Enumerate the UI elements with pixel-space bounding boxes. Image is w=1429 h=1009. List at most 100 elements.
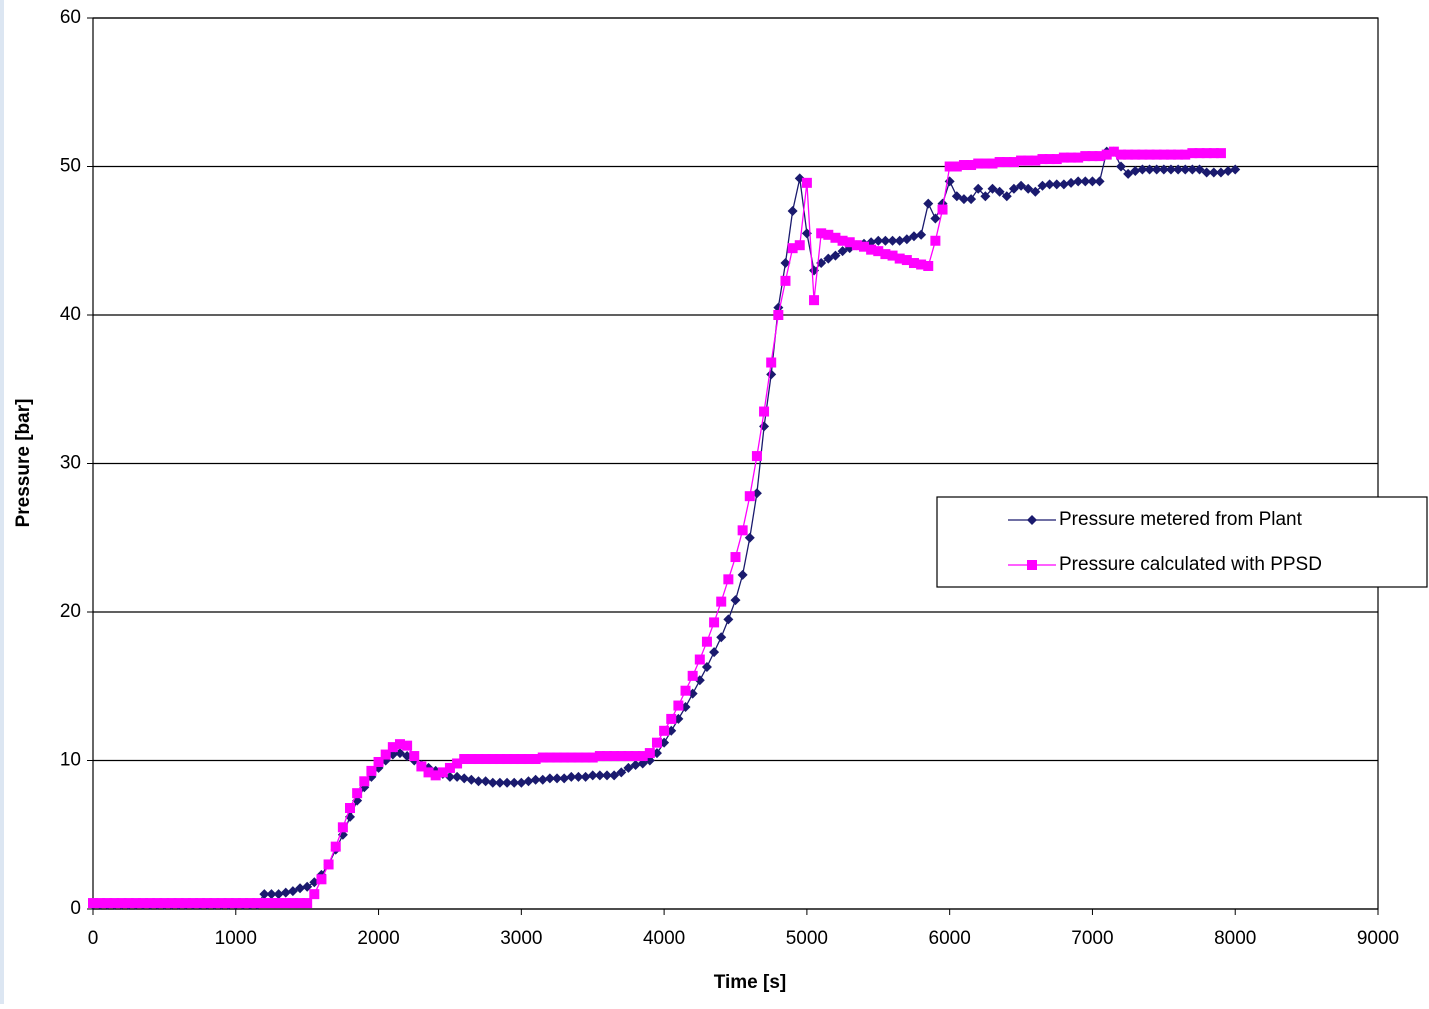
marker [1108,146,1119,157]
marker [152,898,163,909]
marker [851,240,862,251]
marker [273,889,284,900]
marker [145,898,156,909]
marker [394,739,405,750]
marker [88,898,98,909]
marker [444,762,455,773]
marker [259,889,270,900]
y-tick-label: 60 [60,7,81,28]
marker [452,758,463,769]
marker [701,636,712,647]
marker [337,822,348,833]
marker [609,770,620,781]
marker [666,713,677,724]
marker [287,886,298,897]
marker [1137,164,1148,175]
marker [709,617,720,628]
marker [187,898,198,909]
marker [844,237,855,248]
marker [723,574,734,585]
marker [680,685,691,696]
x-tick-label: 7000 [1071,928,1113,949]
y-tick-label: 50 [60,156,81,177]
marker [716,632,727,643]
marker [816,228,827,239]
marker [137,898,148,909]
marker [923,260,934,271]
marker [466,754,477,765]
marker [1066,152,1077,163]
legend: Pressure metered from Plant Pressure calc… [936,496,1428,588]
marker [687,670,698,681]
marker [180,898,191,909]
marker [1144,149,1155,160]
marker [873,235,884,246]
marker [1208,148,1219,159]
marker [980,191,991,202]
marker [516,754,527,765]
marker [1023,155,1034,166]
marker [1223,165,1234,176]
marker [830,250,841,261]
marker [1151,149,1162,160]
marker [1030,155,1041,166]
marker [951,161,962,172]
marker [202,898,213,909]
marker [751,451,762,462]
marker [452,771,463,782]
marker [502,777,513,788]
marker [459,773,470,784]
marker [637,751,648,762]
marker [530,754,541,765]
marker [1201,167,1212,178]
marker [1215,167,1226,178]
marker [409,751,420,762]
y-tick-label: 10 [60,750,81,771]
marker [594,770,605,781]
marker [916,259,927,270]
marker [901,255,912,266]
marker [566,771,577,782]
marker [609,751,620,762]
x-tick-label: 8000 [1214,928,1256,949]
marker [766,357,777,368]
marker [980,158,991,169]
marker [973,183,984,194]
marker [630,751,641,762]
marker [102,898,113,909]
marker [1080,176,1091,187]
marker [166,898,177,909]
marker [944,161,955,172]
marker [951,191,962,202]
marker [1001,157,1012,168]
marker [1051,154,1062,165]
marker [716,596,727,607]
marker [801,177,812,188]
marker [494,754,505,765]
marker [580,771,591,782]
marker [573,771,584,782]
marker [709,647,720,658]
marker [1194,164,1205,175]
marker [966,160,977,171]
marker [430,770,441,781]
marker [987,183,998,194]
marker [273,898,284,909]
marker [509,777,520,788]
marker [480,776,491,787]
marker [380,749,391,760]
legend-box [936,496,1428,588]
marker [923,198,934,209]
marker [908,258,919,269]
marker [280,887,291,898]
marker [387,742,398,753]
marker [223,898,234,909]
marker [787,206,798,217]
marker [673,700,684,711]
y-tick-label: 30 [60,453,81,474]
legend-label: Pressure metered from Plant [1059,509,1303,530]
marker [730,595,741,606]
marker [1101,149,1112,160]
marker [359,776,370,787]
marker [159,898,170,909]
